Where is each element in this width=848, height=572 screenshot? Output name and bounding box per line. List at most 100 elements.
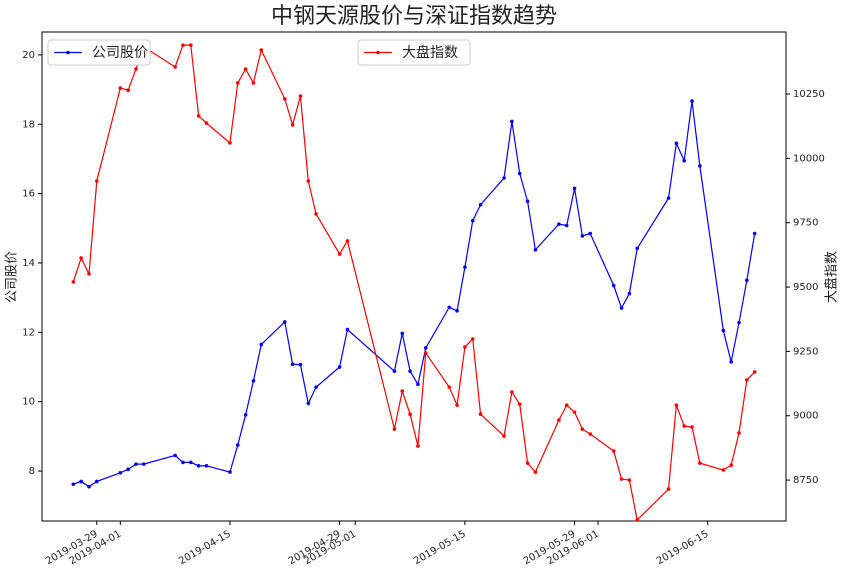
legend-box [47,39,151,66]
data-point [337,365,342,369]
data-point [674,403,679,407]
data-point [627,478,632,482]
data-point [455,403,459,407]
data-point [306,401,311,406]
data-point [635,246,639,251]
data-point [314,385,318,389]
data-point [134,67,138,71]
data-point [251,379,256,383]
data-point [298,94,303,98]
y-axis-label: 公司股价 [5,251,20,303]
data-point [290,123,295,127]
data-point [721,468,726,472]
data-point [181,43,185,47]
data-point [572,186,577,191]
data-point [243,67,248,71]
data-point [204,121,209,125]
data-point [690,99,694,103]
data-point [196,114,201,118]
data-point [392,427,397,431]
y-tick-label: 18 [22,119,35,130]
data-point [181,460,185,465]
data-point [314,212,318,216]
data-point [337,252,342,256]
legend-marker [66,50,70,55]
data-point [189,460,193,465]
data-point [752,231,757,236]
data-point [306,179,311,183]
data-point [525,461,530,465]
data-point [572,410,577,414]
data-point [619,306,624,310]
data-point [588,432,593,436]
data-point [282,320,287,324]
legend-label: 公司股价 [92,45,148,61]
data-point [447,305,452,310]
data-point [502,176,506,180]
data-point [126,88,130,92]
data-point [745,378,749,382]
data-point [416,382,420,387]
data-point [463,265,467,269]
data-point [502,434,506,438]
y2-axis-label: 大盘指数 [824,251,840,303]
data-point [71,482,76,487]
data-point [290,362,295,367]
legend-marker [376,50,380,55]
data-point [259,342,264,347]
data-point [580,234,585,238]
data-point [126,467,130,472]
data-point [517,171,522,176]
y2-tick-label: 10000 [793,153,825,164]
y-tick-label: 14 [22,258,35,269]
data-point [408,369,412,373]
data-point [737,320,741,325]
data-point [423,351,428,355]
data-point [737,431,741,435]
data-point [666,487,671,491]
data-point [470,337,475,341]
data-point [134,462,138,466]
data-point [400,389,405,393]
data-point [517,402,522,406]
data-point [611,449,616,453]
data-point [87,272,91,276]
chart-title: 中钢天源股价与深证指数趋势 [271,4,557,29]
data-point [400,331,405,336]
data-point [611,283,616,288]
data-point [698,461,702,465]
y2-tick-label: 10250 [793,89,825,100]
data-point [635,518,639,522]
data-point [235,81,240,85]
data-point [752,370,757,374]
y2-tick-label: 9750 [793,218,818,229]
data-point [345,239,350,243]
y2-tick-label: 8750 [793,475,818,486]
y-tick-label: 8 [29,466,35,477]
data-point [533,470,538,474]
data-point [228,470,232,474]
data-point [118,86,123,90]
data-point [510,390,514,394]
data-point [298,362,303,367]
data-point [478,202,483,207]
data-point [173,453,177,458]
data-point [87,484,91,489]
data-point [510,119,514,124]
legend-label: 大盘指数 [402,44,458,61]
data-point [447,385,452,389]
y-tick-label: 10 [22,397,35,408]
data-point [557,418,561,422]
data-point [345,327,350,332]
data-point [71,280,76,284]
data-point [619,477,624,481]
data-point [533,247,538,252]
data-point [682,424,686,428]
data-point [557,222,561,226]
y2-tick-label: 9250 [793,346,818,357]
data-point [463,345,467,349]
data-point [564,403,569,407]
series-line [72,44,756,522]
data-point [392,369,397,373]
